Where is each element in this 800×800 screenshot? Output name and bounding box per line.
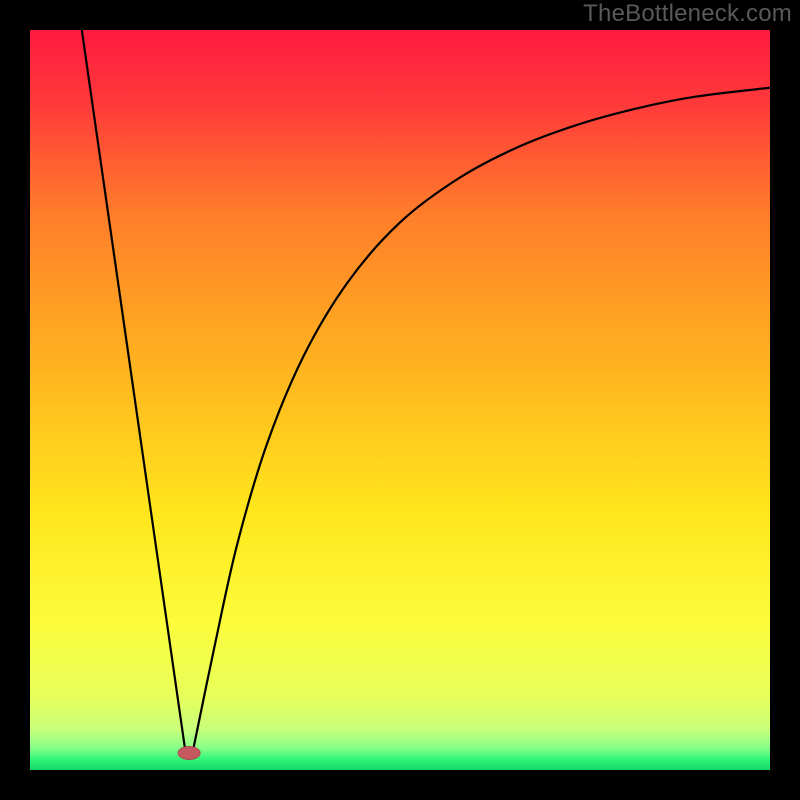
- plot-area: [30, 30, 770, 770]
- attribution-text: TheBottleneck.com: [583, 0, 792, 28]
- optimal-point-marker: [178, 746, 200, 759]
- plot-svg: [30, 30, 770, 770]
- chart-container: TheBottleneck.com: [0, 0, 800, 800]
- gradient-background: [30, 30, 770, 770]
